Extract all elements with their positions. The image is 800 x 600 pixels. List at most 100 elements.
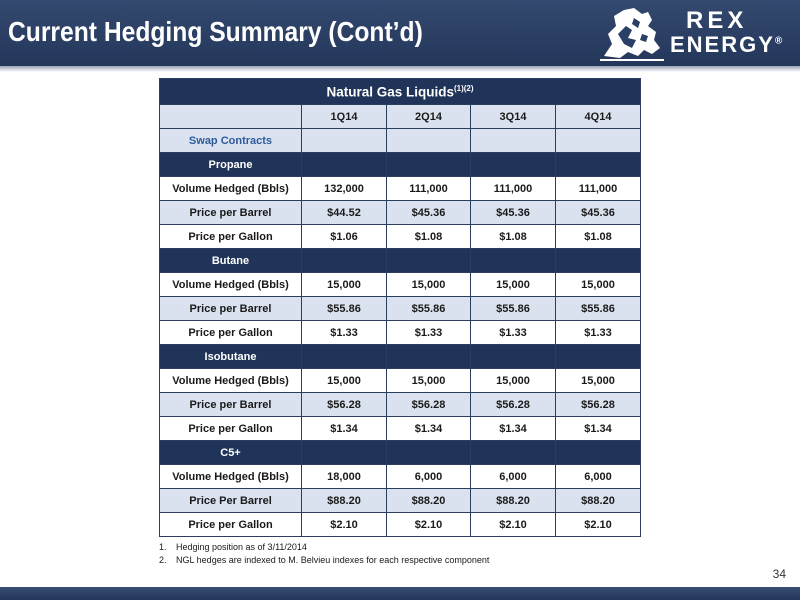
table-cell: $1.33 (555, 320, 641, 345)
empty-cell (386, 248, 471, 273)
column-header: 2Q14 (386, 104, 471, 129)
empty-cell (301, 128, 387, 153)
table-cell: 15,000 (301, 272, 387, 297)
company-logo: REX ENERGY® (598, 4, 794, 62)
table-row: Price per Gallon $1.33 $1.33 $1.33 $1.33 (159, 320, 641, 345)
table-cell: $1.33 (301, 320, 387, 345)
empty-cell (301, 344, 387, 369)
empty-cell (555, 440, 641, 465)
table-row: Price per Gallon $1.34 $1.34 $1.34 $1.34 (159, 416, 641, 441)
table-cell: 15,000 (555, 368, 641, 393)
table-cell: $2.10 (301, 512, 387, 537)
table-title-text: Natural Gas Liquids (326, 84, 454, 100)
empty-cell (470, 440, 556, 465)
table-cell: 15,000 (386, 272, 471, 297)
table-cell: $1.33 (386, 320, 471, 345)
table-cell: $45.36 (555, 200, 641, 225)
table-row: Volume Hedged (Bbls) 18,000 6,000 6,000 … (159, 464, 641, 489)
row-label: Volume Hedged (Bbls) (159, 464, 302, 489)
empty-cell (470, 152, 556, 177)
slide-title: Current Hedging Summary (Cont’d) (8, 16, 423, 47)
table-cell: 6,000 (555, 464, 641, 489)
table-row: Price per Barrel $44.52 $45.36 $45.36 $4… (159, 200, 641, 225)
table-cell: $88.20 (470, 488, 556, 513)
row-label: Price per Barrel (159, 200, 302, 225)
table-cell: 15,000 (470, 272, 556, 297)
column-header: 4Q14 (555, 104, 641, 129)
swap-contracts-row: Swap Contracts (159, 128, 641, 153)
table-row: Volume Hedged (Bbls) 15,000 15,000 15,00… (159, 368, 641, 393)
table-cell: $1.34 (555, 416, 641, 441)
logo-text-energy: ENERGY® (670, 32, 782, 58)
empty-cell (301, 152, 387, 177)
row-label: Price per Gallon (159, 512, 302, 537)
logo-text-energy-word: ENERGY (670, 32, 775, 57)
column-header-blank (159, 104, 302, 129)
page-number: 34 (772, 567, 786, 581)
table-cell: 111,000 (470, 176, 556, 201)
row-label: Price Per Barrel (159, 488, 302, 513)
empty-cell (470, 128, 556, 153)
empty-cell (386, 128, 471, 153)
footnote: 1. Hedging position as of 3/11/2014 (159, 541, 639, 554)
footnote-text: Hedging position as of 3/11/2014 (176, 542, 307, 552)
empty-cell (301, 248, 387, 273)
section-label: Isobutane (159, 344, 302, 369)
ngl-hedging-table: Natural Gas Liquids(1)(2) 1Q14 2Q14 3Q14… (159, 78, 641, 537)
table-cell: $1.08 (386, 224, 471, 249)
footnotes: 1. Hedging position as of 3/11/2014 2. N… (159, 541, 639, 567)
header-shadow (0, 66, 800, 72)
row-label: Price per Barrel (159, 392, 302, 417)
column-header: 1Q14 (301, 104, 387, 129)
table-cell: $1.06 (301, 224, 387, 249)
table-cell: 132,000 (301, 176, 387, 201)
table-cell: $56.28 (470, 392, 556, 417)
table-cell: $2.10 (386, 512, 471, 537)
table-title-row: Natural Gas Liquids(1)(2) (159, 78, 641, 105)
empty-cell (301, 440, 387, 465)
table-cell: $1.34 (386, 416, 471, 441)
table-cell: $56.28 (386, 392, 471, 417)
table-cell: $1.34 (470, 416, 556, 441)
column-header: 3Q14 (470, 104, 556, 129)
logo-text-rex: REX (686, 7, 748, 34)
row-label: Volume Hedged (Bbls) (159, 176, 302, 201)
table-cell: 6,000 (386, 464, 471, 489)
footnote-text: NGL hedges are indexed to M. Belvieu ind… (176, 555, 490, 565)
section-row-propane: Propane (159, 152, 641, 177)
table-cell: 15,000 (470, 368, 556, 393)
table-row: Volume Hedged (Bbls) 15,000 15,000 15,00… (159, 272, 641, 297)
table-cell: 18,000 (301, 464, 387, 489)
table-cell: 15,000 (301, 368, 387, 393)
table-cell: $56.28 (555, 392, 641, 417)
swap-contracts-label: Swap Contracts (159, 128, 302, 153)
table-title-superscript: (1)(2) (453, 83, 474, 93)
table-cell: $88.20 (555, 488, 641, 513)
footnote: 2. NGL hedges are indexed to M. Belvieu … (159, 554, 639, 567)
table-cell: $55.86 (555, 296, 641, 321)
table-row: Price per Barrel $55.86 $55.86 $55.86 $5… (159, 296, 641, 321)
table-cell: $2.10 (555, 512, 641, 537)
table-row: Price Per Barrel $88.20 $88.20 $88.20 $8… (159, 488, 641, 513)
empty-cell (386, 440, 471, 465)
table-title: Natural Gas Liquids(1)(2) (159, 78, 641, 105)
row-label: Volume Hedged (Bbls) (159, 368, 302, 393)
table-cell: $1.34 (301, 416, 387, 441)
table-cell: $1.08 (555, 224, 641, 249)
section-label: Propane (159, 152, 302, 177)
empty-cell (470, 344, 556, 369)
table-row: Price per Barrel $56.28 $56.28 $56.28 $5… (159, 392, 641, 417)
row-label: Price per Gallon (159, 224, 302, 249)
empty-cell (386, 344, 471, 369)
row-label: Price per Gallon (159, 416, 302, 441)
table-cell: $2.10 (470, 512, 556, 537)
empty-cell (555, 152, 641, 177)
section-label: C5+ (159, 440, 302, 465)
table-cell: $45.36 (386, 200, 471, 225)
table-cell: 6,000 (470, 464, 556, 489)
footnote-number: 1. (159, 542, 167, 552)
table-cell: $55.86 (470, 296, 556, 321)
header-bar (0, 0, 800, 66)
table-cell: $1.33 (470, 320, 556, 345)
row-label: Price per Barrel (159, 296, 302, 321)
